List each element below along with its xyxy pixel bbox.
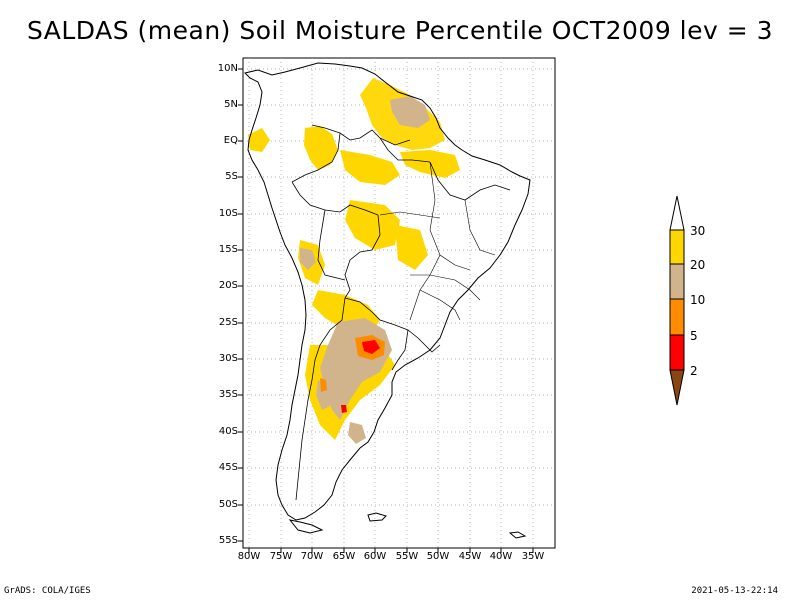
shade-tan-guiana <box>390 96 430 128</box>
colorbar-segment-20 <box>669 263 685 300</box>
south-america-outline <box>244 62 531 521</box>
lat-label-10s: 10S <box>218 208 238 219</box>
colorbar-segment-5 <box>669 334 685 371</box>
lon-label-75w: 75W <box>269 551 293 562</box>
lat-label-25s: 25S <box>218 317 238 328</box>
brazil-states <box>379 161 496 321</box>
shade-yellow-west <box>248 128 270 152</box>
lon-label-40w: 40W <box>489 551 513 562</box>
south-georgia <box>508 531 527 539</box>
lat-label-45s: 45S <box>218 462 238 473</box>
tierra-del-fuego <box>288 519 324 534</box>
shade-tan-south <box>316 380 332 410</box>
lon-label-70w: 70W <box>300 551 324 562</box>
lon-label-80w: 80W <box>237 551 261 562</box>
lon-label-60w: 60W <box>363 551 387 562</box>
shaded-regions <box>248 78 460 444</box>
lat-label-5s: 5S <box>225 171 238 182</box>
colorbar-label-2: 2 <box>690 364 698 378</box>
credit-timestamp: 2021-05-13-22:14 <box>691 586 778 596</box>
lat-label-55s: 55S <box>218 535 238 546</box>
credit-grads: GrADS: COLA/IGES <box>4 586 91 596</box>
shade-yellow-center <box>340 150 400 185</box>
lon-label-50w: 50W <box>426 551 450 562</box>
country-borders <box>291 124 511 501</box>
colorbar-label-5: 5 <box>690 329 698 343</box>
shade-yellow-amazon <box>345 200 400 250</box>
colorbar-label-20: 20 <box>690 258 706 272</box>
tick-marks <box>238 68 534 553</box>
colorbar-segment-10 <box>669 298 685 336</box>
lat-label-50s: 50S <box>218 499 238 510</box>
grid-lines <box>243 58 555 548</box>
colorbar-cap-bottom <box>669 369 685 406</box>
colorbar-cap-top <box>669 195 685 231</box>
lat-label-35s: 35S <box>218 389 238 400</box>
lon-label-55w: 55W <box>395 551 419 562</box>
lat-label-5n: 5N <box>224 99 238 110</box>
shade-yellow-goias <box>395 225 428 270</box>
colorbar-label-10: 10 <box>690 293 706 307</box>
lon-label-45w: 45W <box>458 551 482 562</box>
lon-label-35w: 35W <box>521 551 545 562</box>
lat-label-20s: 20S <box>218 280 238 291</box>
lat-label-30s: 30S <box>218 353 238 364</box>
shade-yellow-northwest <box>304 126 338 170</box>
shade-orange-west <box>320 378 327 392</box>
shade-red-core <box>362 340 380 354</box>
coastline <box>244 62 531 539</box>
lat-label-15s: 15S <box>218 244 238 255</box>
lat-label-10n: 10N <box>217 63 238 74</box>
lon-label-65w: 65W <box>332 551 356 562</box>
colorbar-segment-30 <box>669 229 685 265</box>
falklands <box>367 512 387 522</box>
lat-label-eq: EQ <box>223 135 238 146</box>
map-title: SALDAS (mean) Soil Moisture Percentile O… <box>26 16 774 45</box>
colorbar <box>669 195 685 406</box>
lat-label-40s: 40S <box>218 426 238 437</box>
colorbar-label-30: 30 <box>690 224 706 238</box>
shade-tan-peru <box>300 248 316 270</box>
shade-tan-coast <box>348 422 366 444</box>
shade-red-west <box>341 405 347 413</box>
